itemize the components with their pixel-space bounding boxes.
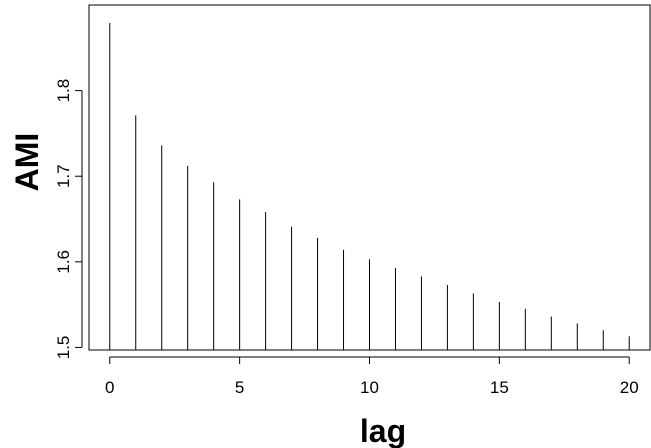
y-tick-label-1.7: 1.7 [54, 164, 73, 188]
x-axis: 0 5 10 15 20 [105, 356, 639, 397]
x-axis-title: lag [360, 413, 406, 448]
x-tick-label-10: 10 [360, 378, 379, 397]
y-axis-title: AMI [9, 133, 45, 192]
x-tick-label-0: 0 [105, 378, 114, 397]
y-axis: 1.5 1.6 1.7 1.8 [54, 79, 83, 360]
y-tick-label-1.6: 1.6 [54, 250, 73, 274]
x-tick-label-20: 20 [620, 378, 639, 397]
spike-series [109, 22, 630, 350]
y-tick-label-1.8: 1.8 [54, 79, 73, 103]
y-tick-label-1.5: 1.5 [54, 336, 73, 360]
x-tick-label-15: 15 [490, 378, 509, 397]
x-tick-label-5: 5 [235, 378, 244, 397]
